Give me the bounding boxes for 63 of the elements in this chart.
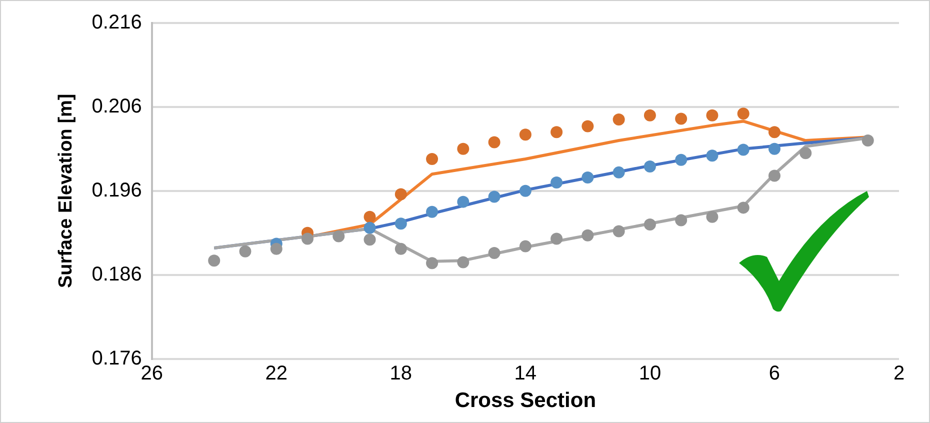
point: [675, 154, 688, 166]
point: [394, 242, 407, 255]
point: [270, 242, 282, 255]
point: [426, 257, 438, 270]
point: [644, 160, 656, 173]
point: [675, 112, 688, 125]
point: [208, 254, 220, 267]
point: [457, 256, 470, 268]
y-axis-title: Surface Elevation [m]: [56, 94, 77, 288]
point: [364, 222, 376, 234]
x-tick-label: 18: [390, 362, 412, 384]
point: [426, 153, 438, 165]
point: [675, 214, 688, 226]
point: [582, 171, 594, 184]
y-tick-label: 0.176: [92, 347, 142, 370]
point: [706, 150, 718, 162]
point: [550, 176, 563, 189]
y-tick-label: 0.196: [92, 179, 142, 202]
x-tick-label: 6: [768, 362, 780, 384]
point: [239, 245, 252, 258]
y-tick-label: 0.206: [92, 95, 142, 118]
x-tick-label: 2: [893, 362, 905, 384]
x-tick-label: 10: [638, 362, 662, 384]
x-tick-label: 22: [265, 362, 288, 384]
point: [582, 120, 594, 132]
y-tick-label: 0.216: [92, 12, 142, 34]
point: [426, 206, 438, 218]
point: [706, 210, 718, 223]
point: [550, 126, 563, 138]
point: [800, 147, 812, 160]
point: [862, 134, 874, 147]
point: [768, 126, 780, 138]
point: [644, 109, 656, 122]
point: [488, 190, 500, 203]
point: [550, 232, 563, 245]
point: [519, 128, 532, 141]
point: [302, 232, 314, 245]
point: [737, 144, 750, 156]
point: [332, 230, 345, 242]
point: [612, 166, 625, 178]
point: [582, 229, 594, 242]
point: [737, 108, 750, 120]
point: [612, 225, 625, 238]
x-tick-label: 14: [514, 362, 537, 384]
point: [612, 114, 625, 126]
point: [394, 218, 407, 230]
point: [457, 142, 470, 155]
point: [519, 184, 532, 197]
y-tick-label: 0.186: [92, 263, 142, 286]
point: [364, 210, 376, 223]
point: [737, 202, 750, 214]
point: [644, 218, 656, 230]
x-axis-title: Cross Section: [454, 389, 596, 412]
point: [457, 196, 470, 208]
point: [519, 240, 532, 252]
point: [394, 188, 407, 200]
point: [488, 247, 500, 260]
point: [364, 234, 376, 246]
point: [768, 170, 780, 182]
point: [488, 136, 500, 148]
point: [768, 142, 780, 155]
point: [706, 109, 718, 122]
x-tick-label: 26: [140, 362, 163, 384]
